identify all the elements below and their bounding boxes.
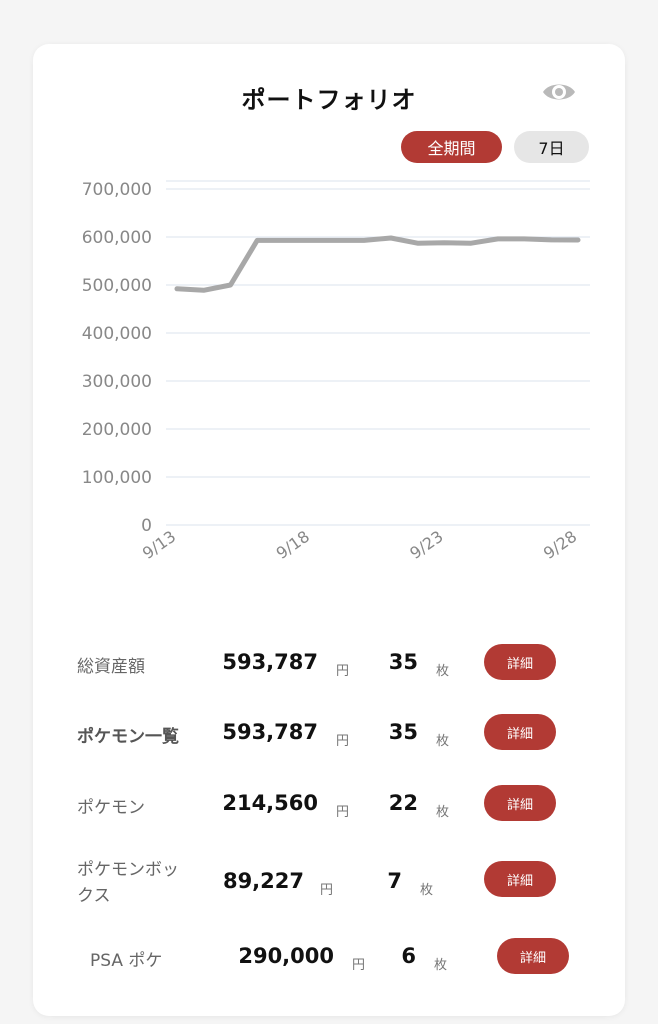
detail-button[interactable]: 詳細 <box>484 644 556 680</box>
row-count-unit: 枚 <box>436 734 450 749</box>
detail-button[interactable]: 詳細 <box>484 714 556 750</box>
row-label: 総資産額 <box>77 657 145 677</box>
row-yen-unit: 円 <box>320 883 334 898</box>
row-label: ポケモン一覧 <box>77 727 179 747</box>
summary-row-pokemon-list: ポケモン一覧 593,787 円 35 枚 詳細 <box>0 714 658 754</box>
y-tick-label: 200,000 <box>82 420 152 440</box>
row-amount: 89,227 <box>222 869 304 893</box>
y-tick-label: 700,000 <box>82 180 152 200</box>
summary-row-total: 総資産額 593,787 円 35 枚 詳細 <box>0 644 658 684</box>
eye-icon[interactable] <box>541 78 577 106</box>
row-count-unit: 枚 <box>436 664 450 679</box>
y-tick-label: 400,000 <box>82 324 152 344</box>
row-count-unit: 枚 <box>434 958 448 973</box>
row-amount: 593,787 <box>222 650 318 674</box>
y-tick-label: 300,000 <box>82 372 152 392</box>
summary-row-pokemon-box: ポケモンボッ クス 89,227 円 7 枚 詳細 <box>0 860 658 906</box>
series-line <box>174 235 581 293</box>
row-yen-unit: 円 <box>336 734 350 749</box>
row-count: 6 <box>401 944 416 968</box>
summary-row-psa: PSA ポケ 290,000 円 6 枚 詳細 <box>0 938 658 978</box>
y-tick-label: 0 <box>141 516 152 536</box>
row-yen-unit: 円 <box>336 664 350 679</box>
row-count: 22 <box>388 791 418 815</box>
row-count: 35 <box>388 720 418 744</box>
x-tick-label: 9/28 <box>540 527 580 563</box>
row-label: ポケモン <box>77 798 145 818</box>
y-tick-label: 100,000 <box>82 468 152 488</box>
row-count-unit: 枚 <box>420 883 434 898</box>
period-7day-button[interactable]: 7日 <box>514 131 589 163</box>
row-yen-unit: 円 <box>336 805 350 820</box>
row-count: 35 <box>388 650 418 674</box>
summary-row-pokemon: ポケモン 214,560 円 22 枚 詳細 <box>0 785 658 825</box>
portfolio-card <box>33 44 625 1016</box>
period-all-button[interactable]: 全期間 <box>401 131 502 163</box>
row-label: PSA ポケ <box>90 951 163 971</box>
portfolio-line-chart: 700,000 600,000 500,000 400,000 300,000 200,0… <box>82 180 590 563</box>
detail-button[interactable]: 詳細 <box>484 785 556 821</box>
row-label-line2: クス <box>77 886 111 906</box>
page-title: ポートフォリオ <box>241 86 417 114</box>
detail-button[interactable]: 詳細 <box>497 938 569 974</box>
row-yen-unit: 円 <box>352 958 366 973</box>
row-amount: 214,560 <box>222 791 318 815</box>
row-count: 7 <box>387 869 402 893</box>
x-tick-label: 9/18 <box>273 527 313 563</box>
row-count-unit: 枚 <box>436 805 450 820</box>
y-tick-label: 600,000 <box>82 228 152 248</box>
row-label-line1: ポケモンボッ <box>77 860 179 880</box>
y-tick-label: 500,000 <box>82 276 152 296</box>
row-amount: 290,000 <box>238 944 334 968</box>
x-tick-label: 9/23 <box>406 527 446 563</box>
row-amount: 593,787 <box>222 720 318 744</box>
detail-button[interactable]: 詳細 <box>484 861 556 897</box>
